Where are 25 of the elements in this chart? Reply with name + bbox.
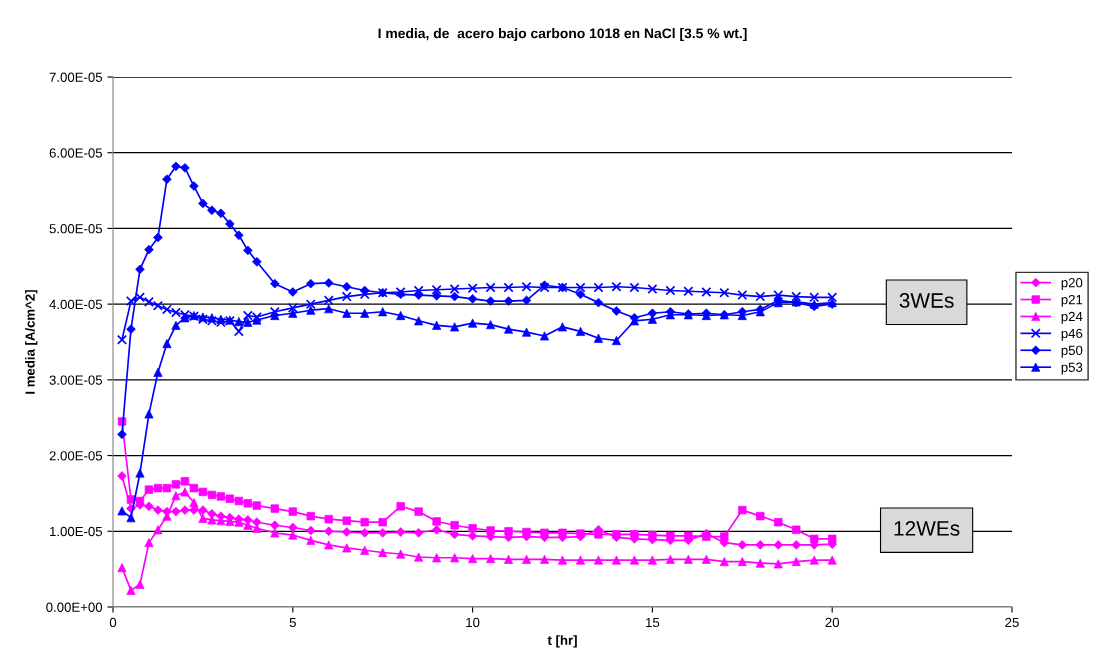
legend-label: p24 — [1061, 311, 1083, 324]
y-tick-label: 4.00E-05 — [49, 299, 103, 310]
legend-label: p20 — [1061, 278, 1083, 290]
y-tick-label: 3.00E-05 — [49, 375, 103, 385]
y-tick-label: 0.00E+00 — [46, 602, 103, 612]
y-tick-label: 2.00E-05 — [49, 451, 103, 461]
legend-label: p53 — [1061, 362, 1083, 375]
y-tick-label: 7.00E-05 — [49, 72, 103, 82]
x-tick-label: 25 — [1005, 617, 1019, 628]
y-axis-title: I media [A/cm^2] — [25, 290, 38, 394]
x-tick-label: 20 — [825, 617, 840, 628]
x-tick-label: 5 — [289, 617, 296, 628]
x-tick-label: 15 — [646, 617, 660, 628]
y-tick-label: 6.00E-05 — [49, 148, 103, 158]
legend-label: p46 — [1061, 328, 1083, 341]
x-tick-label: 10 — [466, 617, 480, 628]
y-tick-label: 1.00E-05 — [50, 526, 103, 537]
legend-label: p21 — [1061, 294, 1083, 307]
x-axis-title: t [hr] — [547, 635, 577, 648]
x-tick-label: 0 — [109, 617, 117, 628]
annotation: 3WEs — [899, 293, 954, 308]
y-tick-label: 5.00E-05 — [49, 224, 103, 234]
legend-label: p50 — [1061, 345, 1083, 358]
annotation: 12WEs — [894, 520, 960, 536]
chart-title: I media, de acero bajo carbono 1018 en NaCl [3.5 % wt.] — [378, 28, 747, 41]
